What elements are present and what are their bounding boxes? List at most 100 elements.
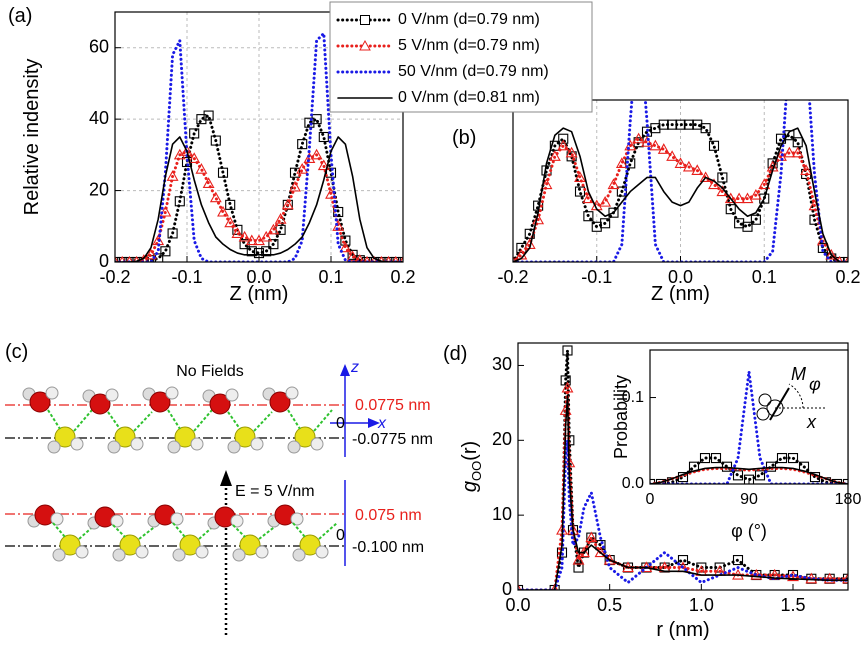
marker bbox=[842, 572, 848, 584]
hydrogen bbox=[47, 440, 61, 454]
layer-label: -0.100 nm bbox=[352, 539, 424, 556]
marker bbox=[699, 171, 712, 183]
marker bbox=[274, 213, 287, 224]
oxygen-lower bbox=[234, 426, 256, 448]
marker bbox=[145, 248, 157, 260]
series-line bbox=[518, 394, 848, 590]
hydrogen bbox=[75, 545, 89, 559]
marker bbox=[749, 188, 762, 200]
marker bbox=[632, 132, 645, 144]
hydrogen bbox=[105, 388, 119, 402]
hydrogen bbox=[70, 437, 84, 451]
hydrogen bbox=[170, 512, 184, 526]
hydrogen bbox=[287, 440, 301, 454]
y-tick-label: 0 bbox=[502, 579, 512, 599]
legend-label: 0 V/nm (d=0.79 nm) bbox=[398, 11, 540, 28]
layer-label: -0.0775 nm bbox=[352, 431, 433, 448]
marker bbox=[540, 178, 553, 190]
marker bbox=[732, 470, 744, 481]
marker bbox=[346, 250, 359, 262]
marker bbox=[196, 114, 207, 125]
legend-label: 0 V/nm (d=0.81 nm) bbox=[398, 89, 540, 106]
marker bbox=[783, 146, 796, 158]
oxygen bbox=[89, 393, 111, 415]
inset-annotation: x bbox=[806, 412, 817, 432]
h-bond bbox=[47, 409, 61, 430]
marker bbox=[217, 167, 229, 178]
marker bbox=[167, 228, 178, 239]
marker bbox=[202, 177, 215, 188]
marker bbox=[615, 157, 628, 168]
hydrogen bbox=[292, 548, 306, 562]
hydrogen bbox=[45, 386, 59, 400]
marker bbox=[758, 178, 771, 190]
hydrogen bbox=[172, 548, 186, 562]
plot-frame bbox=[512, 99, 849, 263]
marker bbox=[245, 234, 258, 246]
marker bbox=[682, 160, 695, 172]
oxygen-lower bbox=[239, 534, 261, 556]
series-group bbox=[650, 370, 848, 484]
hydrogen bbox=[110, 514, 124, 528]
marker bbox=[743, 474, 755, 484]
h-bond bbox=[227, 411, 241, 430]
field-label: E = 5 V/nm bbox=[235, 483, 315, 500]
marker bbox=[585, 531, 598, 543]
x-tick-label: 0.2 bbox=[390, 267, 415, 287]
y-axis-label: Probability bbox=[611, 375, 631, 459]
marker bbox=[261, 246, 272, 257]
marker bbox=[560, 375, 571, 386]
panel-label: (d) bbox=[443, 343, 467, 365]
field-arrowhead bbox=[220, 470, 232, 486]
marker bbox=[667, 119, 678, 130]
x-tick-label: 0.0 bbox=[668, 267, 693, 287]
hydrogen bbox=[225, 388, 239, 402]
marker bbox=[825, 248, 838, 260]
h-bond bbox=[167, 409, 181, 430]
oxygen-lower bbox=[174, 426, 196, 448]
marker bbox=[754, 470, 766, 481]
series-line bbox=[513, 127, 848, 262]
marker bbox=[800, 164, 813, 175]
hydrogen bbox=[290, 512, 304, 526]
legend: 0 V/nm (d=0.79 nm) 5 V/nm (d=0.79 nm) 50 V… bbox=[329, 1, 593, 113]
marker bbox=[189, 128, 200, 139]
marker bbox=[318, 131, 329, 143]
marker bbox=[203, 110, 214, 121]
hydrogen bbox=[315, 545, 329, 559]
h-bond bbox=[258, 524, 278, 540]
x-tick-label: 0.2 bbox=[835, 267, 860, 287]
marker bbox=[548, 150, 561, 161]
marker bbox=[650, 123, 661, 134]
marker bbox=[174, 196, 185, 207]
dipole-icon bbox=[758, 393, 772, 407]
oxygen-lower bbox=[119, 534, 141, 556]
marker bbox=[708, 140, 720, 151]
hydrogen bbox=[52, 548, 66, 562]
marker bbox=[231, 227, 244, 238]
marker bbox=[823, 572, 836, 584]
y-axis-label-main: g bbox=[459, 481, 481, 492]
legend-marker bbox=[360, 15, 370, 25]
marker bbox=[649, 139, 662, 151]
hydrogen bbox=[107, 440, 121, 454]
hydrogen bbox=[135, 545, 149, 559]
h-bond bbox=[107, 411, 121, 430]
marker bbox=[784, 130, 795, 141]
marker bbox=[657, 143, 670, 154]
legend-label: 50 V/nm (d=0.79 nm) bbox=[398, 63, 549, 80]
marker bbox=[289, 180, 301, 192]
series-line bbox=[650, 466, 848, 484]
marker bbox=[532, 213, 545, 225]
marker bbox=[210, 135, 221, 146]
marker bbox=[317, 159, 330, 171]
hydrogen bbox=[190, 437, 204, 451]
y-tick-label: 40 bbox=[89, 108, 109, 128]
marker bbox=[297, 139, 308, 150]
x-axis-label: Z (nm) bbox=[230, 283, 289, 305]
marker bbox=[734, 218, 745, 229]
marker bbox=[557, 139, 570, 151]
h-bond bbox=[232, 524, 246, 538]
marker bbox=[281, 198, 294, 210]
